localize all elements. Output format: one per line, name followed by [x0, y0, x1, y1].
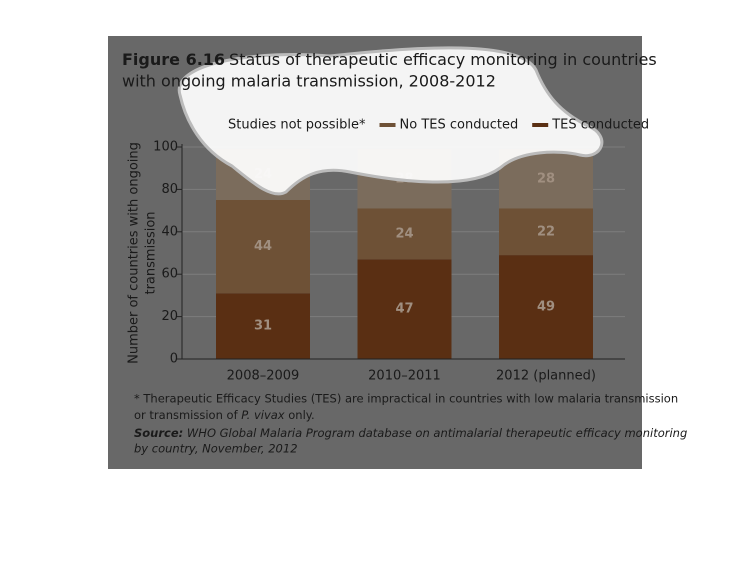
data-label: 22 [537, 224, 555, 239]
y-axis-label: Number of countries with ongoing [127, 142, 142, 364]
y-tick-label: 0 [170, 352, 178, 367]
bar-segment [357, 208, 452, 260]
y-tick-label: 60 [161, 267, 178, 282]
x-tick-label: 2008–2009 [227, 369, 300, 384]
bar-segment [216, 200, 310, 294]
legend-label: No TES conducted [400, 118, 519, 133]
figure-label: Figure 6.16 [122, 50, 225, 69]
y-tick-label: 20 [161, 309, 178, 324]
x-tick-label: 2010–2011 [368, 369, 441, 384]
data-label: 28 [537, 171, 555, 186]
highlight-blob [177, 46, 604, 196]
source-text: WHO Global Malaria Program database on a… [183, 426, 687, 440]
data-label: 47 [395, 302, 413, 317]
footnote: * Therapeutic Efficacy Studies (TES) are… [134, 392, 678, 406]
legend-label: Studies not possible* [228, 118, 366, 133]
legend-label: TES conducted [551, 118, 649, 133]
data-label: 24 [395, 226, 413, 241]
footnote-part: or transmission of [134, 408, 241, 422]
y-tick-label: 80 [161, 182, 178, 197]
title: Figure 6.16 Status of therapeutic efficac… [122, 50, 657, 69]
bar-segment [216, 293, 310, 359]
legend: Studies not possible* No TES conducted TES… [228, 118, 649, 133]
y-tick-label: 40 [161, 224, 178, 239]
data-label: 31 [254, 319, 272, 334]
source: by country, November, 2012 [134, 442, 298, 456]
footnote-part: only. [285, 408, 315, 422]
source: Source: WHO Global Malaria Program datab… [134, 426, 687, 440]
title-line: Status of therapeutic efficacy monitorin… [229, 50, 657, 69]
footnote-part: P. vivax [241, 408, 285, 422]
y-axis-label: transmission [144, 211, 159, 294]
x-tick-label: 2012 (planned) [496, 369, 596, 384]
footnote: or transmission of P. vivax only. [134, 408, 315, 422]
data-label: 49 [537, 300, 555, 315]
source-label: Source: [134, 426, 183, 440]
title-line: with ongoing malaria transmission, 2008-… [122, 72, 496, 91]
y-tick-label: 100 [153, 140, 178, 155]
data-label: 44 [254, 239, 272, 254]
bar-segment [499, 255, 593, 359]
bar-segment [499, 208, 593, 256]
bar-segment [357, 259, 452, 359]
